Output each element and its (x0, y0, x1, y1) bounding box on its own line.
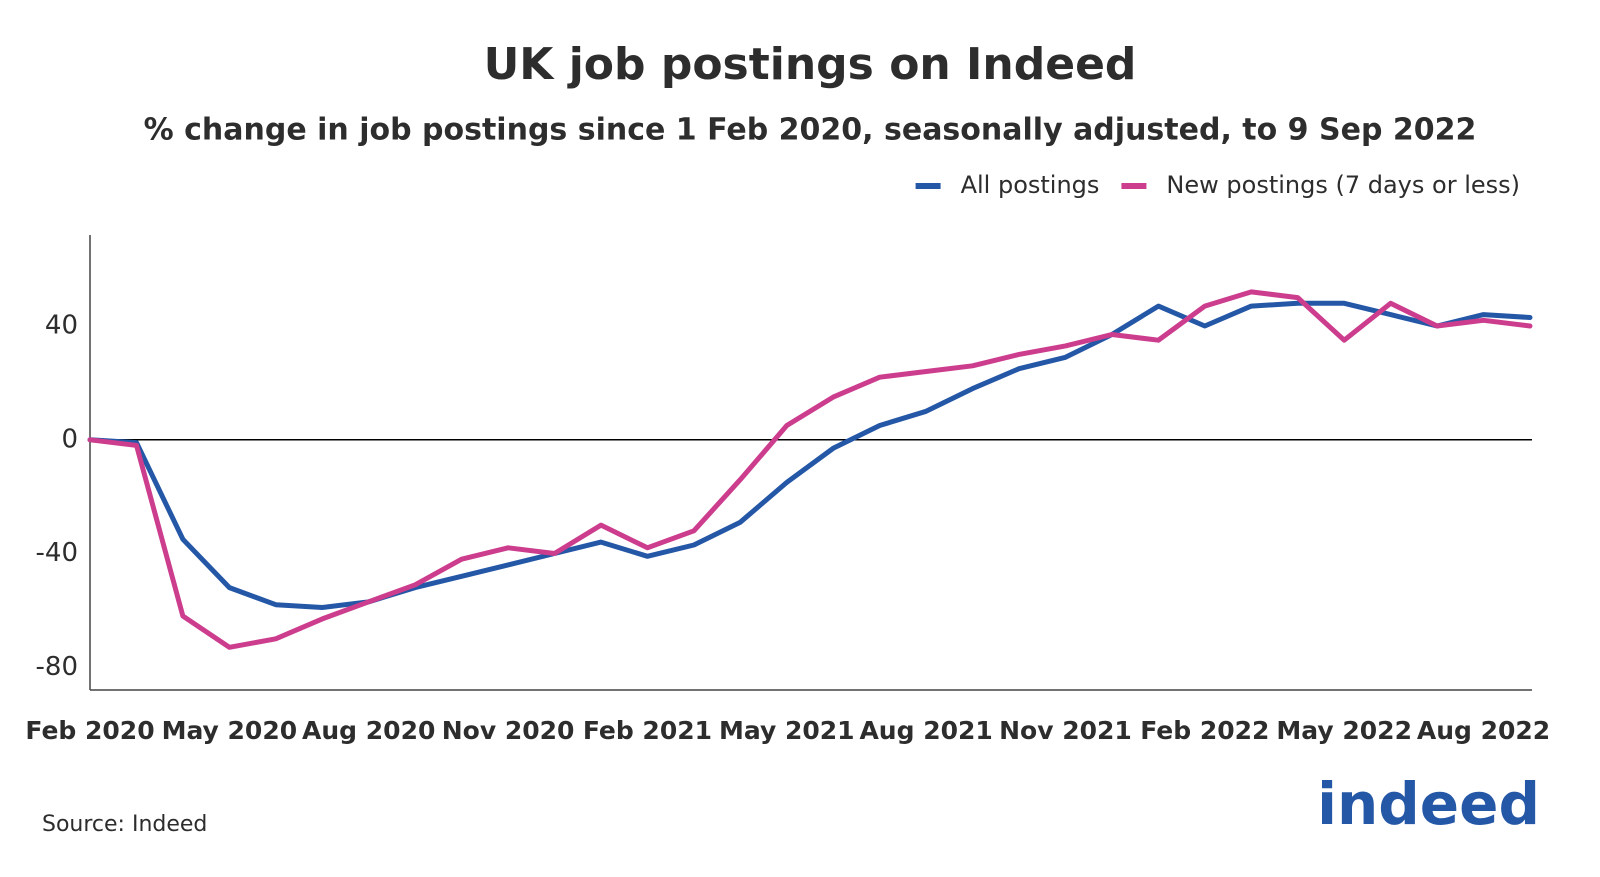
legend-label: All postings (961, 171, 1100, 199)
x-tick-label: Feb 2021 (583, 716, 712, 745)
x-tick-label: Feb 2022 (1140, 716, 1269, 745)
y-tick-label: -80 (36, 652, 78, 682)
line-series (87, 289, 1533, 650)
x-tick-label: May 2020 (162, 716, 298, 745)
x-tick-label: Nov 2021 (999, 716, 1132, 745)
chart-subtitle: % change in job postings since 1 Feb 202… (144, 113, 1477, 148)
source: Source: Indeed (42, 812, 207, 837)
x-tick-label: Feb 2020 (25, 716, 154, 745)
chart-title: UK job postings on Indeed (484, 39, 1137, 90)
line-series (87, 300, 1533, 610)
legend-label: New postings (7 days or less) (1166, 171, 1520, 199)
x-tick-label: Aug 2021 (859, 716, 992, 745)
x-tick-label: May 2021 (719, 716, 855, 745)
y-tick-label: -40 (36, 538, 78, 568)
x-tick-label: Aug 2020 (302, 716, 435, 745)
logo: indeed (1317, 770, 1540, 838)
x-tick-label: Aug 2022 (1417, 716, 1550, 745)
y-tick-label: 0 (61, 424, 78, 454)
y-tick-label: 40 (45, 311, 78, 341)
x-tick-label: May 2022 (1276, 716, 1412, 745)
x-tick-label: Nov 2020 (442, 716, 575, 745)
